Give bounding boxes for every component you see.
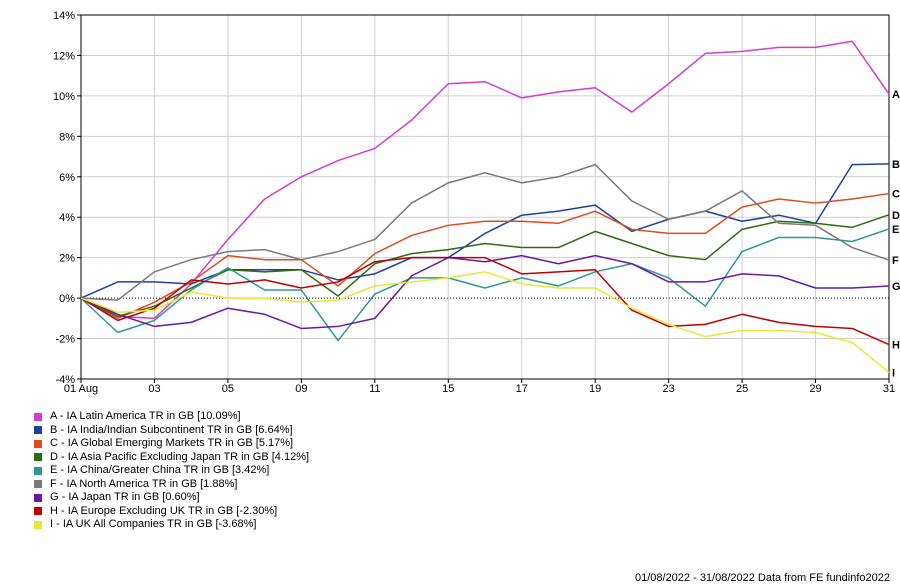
y-tick-label: 8%	[59, 131, 75, 143]
legend-label: H - IA Europe Excluding UK TR in GB [-2.…	[50, 504, 278, 517]
y-tick-label: 2%	[59, 253, 75, 265]
legend-label: G - IA Japan TR in GB [0.60%]	[50, 491, 200, 503]
series-lines	[80, 40, 890, 374]
series-line-d	[80, 214, 890, 318]
y-tick-label: 0%	[59, 293, 75, 305]
x-tick-label: 19	[589, 383, 601, 395]
y-tick-label: 4%	[59, 212, 75, 224]
x-tick-label: 09	[295, 383, 307, 395]
legend-label: B - IA India/Indian Subcontinent TR in G…	[50, 423, 293, 436]
series-line-b	[80, 163, 890, 299]
x-tick-label: 01 Aug	[64, 383, 98, 395]
series-line-f	[80, 163, 890, 301]
legend-item: I - IA UK All Companies TR in GB [-3.68%…	[34, 518, 454, 532]
x-tick-label: 11	[369, 383, 380, 395]
series-line-i	[80, 271, 890, 374]
x-tick-label: 29	[809, 383, 821, 395]
legend-label: D - IA Asia Pacific Excluding Japan TR i…	[50, 450, 310, 463]
plot-frame	[80, 14, 890, 380]
x-tick-label: 15	[442, 383, 454, 395]
series-line-h	[80, 256, 890, 346]
legend-label: I - IA UK All Companies TR in GB [-3.68%…	[50, 518, 257, 530]
source-footer: 01/08/2022 - 31/08/2022 Data from FE fun…	[634, 572, 890, 584]
legend-label: E - IA China/Greater China TR in GB [3.4…	[50, 464, 270, 476]
x-tick-label: 25	[736, 383, 748, 395]
end-label-g: G	[892, 281, 900, 293]
series-line-c	[80, 192, 890, 320]
end-label-i: I	[892, 368, 895, 380]
x-tick-label: 05	[222, 383, 234, 395]
end-label-a: A	[892, 89, 900, 101]
legend-item: A - IA Latin America TR in GB [10.09%]	[34, 410, 454, 424]
legend-swatch	[34, 466, 42, 475]
end-label-d: D	[892, 210, 900, 222]
legend-swatch	[34, 412, 42, 421]
y-tick-label: 14%	[53, 10, 75, 22]
legend-item: D - IA Asia Pacific Excluding Japan TR i…	[34, 451, 454, 465]
legend-item: G - IA Japan TR in GB [0.60%]	[34, 491, 454, 505]
x-tick-label: 31	[883, 383, 895, 395]
legend-item: E - IA China/Greater China TR in GB [3.4…	[34, 464, 454, 478]
grid-lines	[81, 15, 889, 379]
legend-swatch	[34, 520, 42, 529]
legend-label: F - IA North America TR in GB [1.88%]	[50, 477, 238, 490]
series-line-g	[80, 254, 890, 330]
series-line-e	[80, 228, 890, 342]
y-tick-label: -2%	[55, 334, 75, 346]
legend-label: A - IA Latin America TR in GB [10.09%]	[50, 410, 241, 422]
legend-item: F - IA North America TR in GB [1.88%]	[34, 478, 454, 492]
legend-swatch	[34, 453, 42, 462]
series-line-a	[80, 40, 890, 320]
legend-item: B - IA India/Indian Subcontinent TR in G…	[34, 424, 454, 438]
y-tick-label: 10%	[53, 91, 75, 103]
end-labels: A B CDE F G H I	[892, 89, 900, 379]
legend-item: C - IA Global Emerging Markets TR in GB …	[34, 437, 454, 451]
legend-item: H - IA Europe Excluding UK TR in GB [-2.…	[34, 505, 454, 519]
legend-swatch	[34, 439, 42, 448]
legend-swatch	[34, 507, 42, 516]
y-tick-label: 12%	[53, 50, 75, 62]
x-tick-label: 23	[663, 383, 675, 395]
end-label-e: E	[892, 224, 899, 236]
y-tick-label: -4%	[55, 374, 75, 386]
legend-swatch	[34, 493, 42, 502]
legend-label: C - IA Global Emerging Markets TR in GB …	[50, 437, 294, 449]
end-label-h: H	[892, 340, 900, 352]
x-tick-label: 17	[516, 383, 528, 395]
legend-swatch	[34, 480, 42, 489]
end-label-b: B	[892, 159, 900, 171]
x-tick-label: 03	[148, 383, 160, 395]
legend-swatch	[34, 426, 42, 435]
axes: 14% 12% 10% 8% 6% 4% 2% 0% -2% -4%01 Aug 03 05 09 11 1…	[53, 10, 895, 395]
legend: A - IA Latin America TR in GB [10.09%] B …	[34, 410, 454, 532]
end-label-c: C	[892, 189, 900, 201]
end-label-f: F	[892, 255, 899, 267]
y-tick-label: 6%	[59, 172, 75, 184]
